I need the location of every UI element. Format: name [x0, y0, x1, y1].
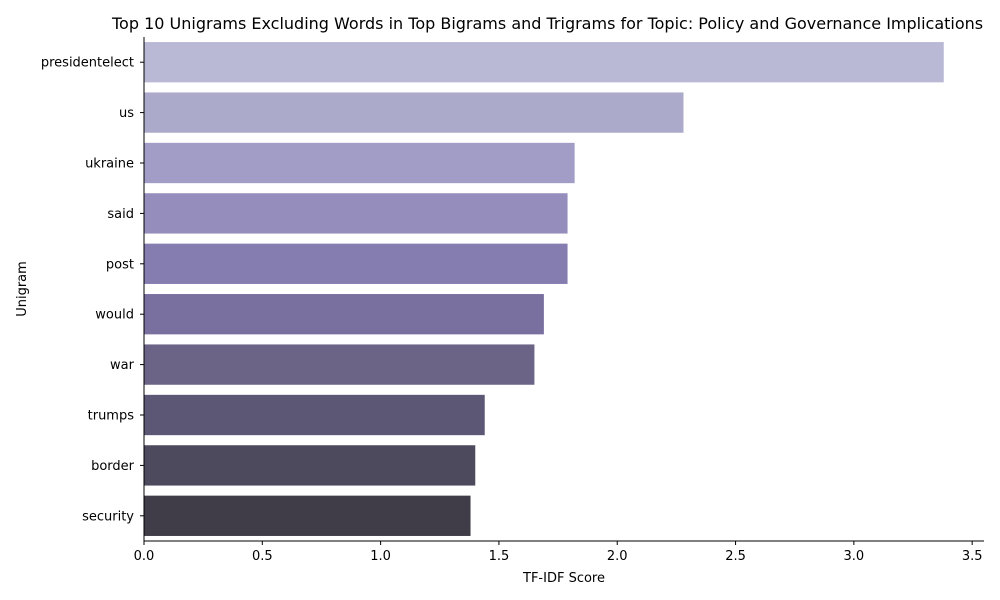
x-tick-label: 1.0 — [370, 549, 391, 564]
y-tick-label: trumps — [88, 409, 135, 424]
y-tick-label: us — [119, 106, 134, 121]
x-tick-label: 3.5 — [962, 549, 983, 564]
bar-us — [144, 92, 684, 133]
bars-group — [144, 42, 944, 536]
x-tick-label: 1.5 — [489, 549, 510, 564]
chart-title: Top 10 Unigrams Excluding Words in Top B… — [111, 14, 983, 33]
y-tick-label: security — [82, 509, 134, 524]
bar-post — [144, 243, 568, 284]
y-axis-label: Unigram — [15, 261, 30, 317]
y-tick-label: said — [107, 207, 134, 222]
bar-would — [144, 294, 544, 335]
x-tick-label: 2.0 — [607, 549, 628, 564]
y-ticks-group: presidentelect us ukraine said post would war t… — [41, 56, 144, 524]
bar-presidentelect — [144, 42, 944, 83]
y-tick-label: border — [91, 459, 135, 474]
bar-trumps — [144, 394, 485, 436]
y-tick-label: post — [106, 257, 134, 272]
bar-said — [144, 193, 568, 234]
bar-border — [144, 445, 476, 486]
x-tick-label: 2.5 — [725, 549, 746, 564]
y-tick-label: presidentelect — [41, 56, 134, 71]
x-tick-label: 3.0 — [844, 549, 865, 564]
y-tick-label: war — [110, 358, 135, 373]
x-tick-label: 0.5 — [252, 549, 273, 564]
x-axis-label: TF-IDF Score — [522, 571, 605, 586]
bar-war — [144, 344, 535, 385]
y-tick-label: ukraine — [85, 157, 134, 172]
x-tick-label: 0.0 — [134, 549, 155, 564]
bar-security — [144, 495, 471, 536]
y-tick-label: would — [95, 308, 134, 323]
x-ticks-group: 0.0 0.5 1.0 1.5 2.0 2.5 3.0 3.5 — [134, 541, 983, 564]
bar-ukraine — [144, 142, 575, 184]
